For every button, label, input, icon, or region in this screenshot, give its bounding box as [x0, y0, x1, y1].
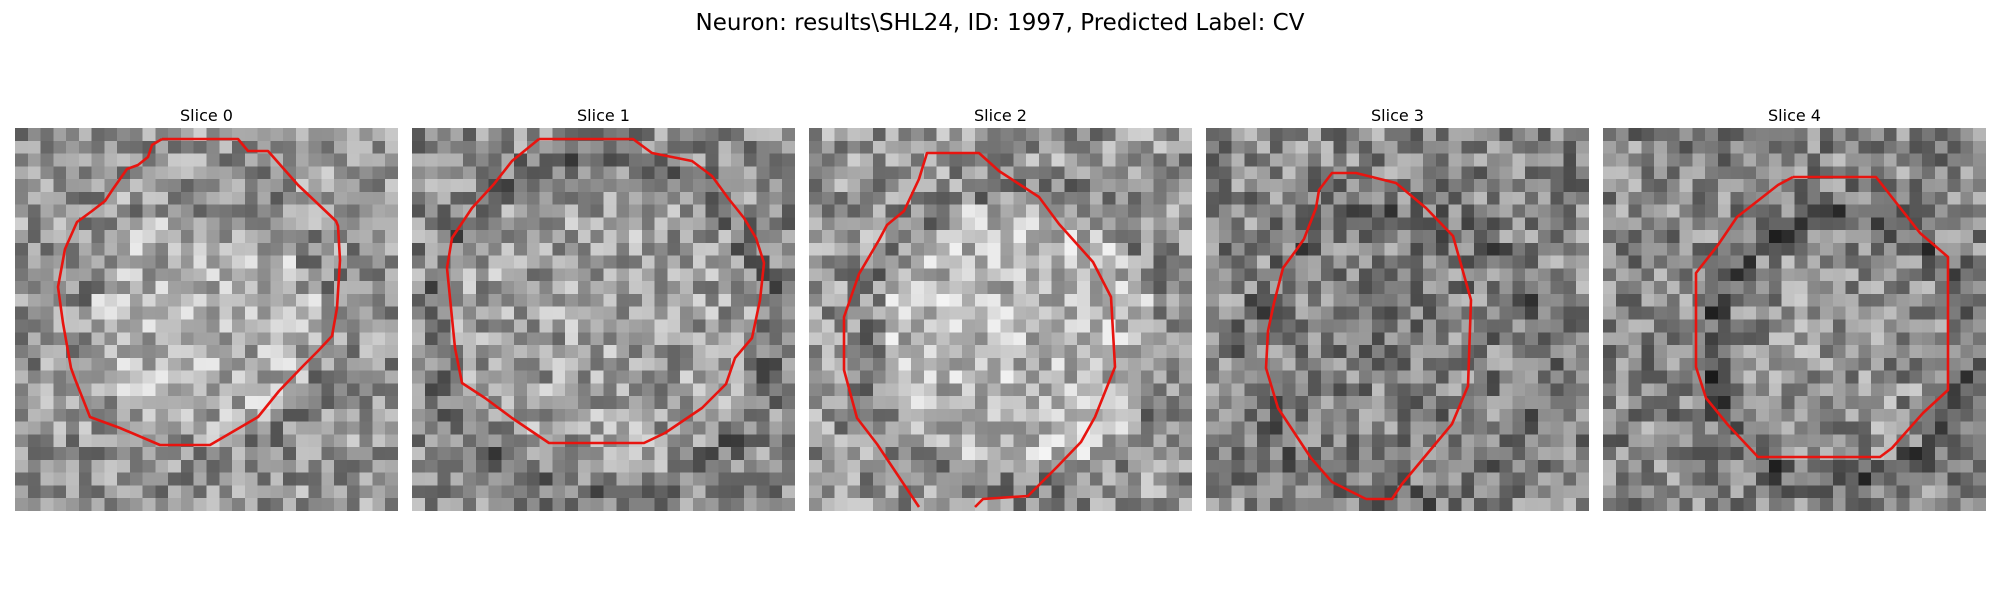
slice-image — [15, 128, 398, 511]
slice-title: Slice 2 — [974, 106, 1027, 125]
slice-image — [809, 128, 1192, 511]
slice-image — [412, 128, 795, 511]
figure-title: Neuron: results\SHL24, ID: 1997, Predict… — [695, 10, 1305, 36]
slice-panel-3: Slice 3 — [1206, 104, 1589, 511]
slice-image — [1603, 128, 1986, 511]
slice-title: Slice 3 — [1371, 106, 1424, 125]
slice-image — [1206, 128, 1589, 511]
slice-panel-1: Slice 1 — [412, 104, 795, 511]
slice-title: Slice 0 — [180, 106, 233, 125]
slice-panel-0: Slice 0 — [15, 104, 398, 511]
slice-panel-2: Slice 2 — [809, 104, 1192, 511]
slice-title: Slice 4 — [1768, 106, 1821, 125]
slice-panel-4: Slice 4 — [1603, 104, 1986, 511]
slice-title: Slice 1 — [577, 106, 630, 125]
